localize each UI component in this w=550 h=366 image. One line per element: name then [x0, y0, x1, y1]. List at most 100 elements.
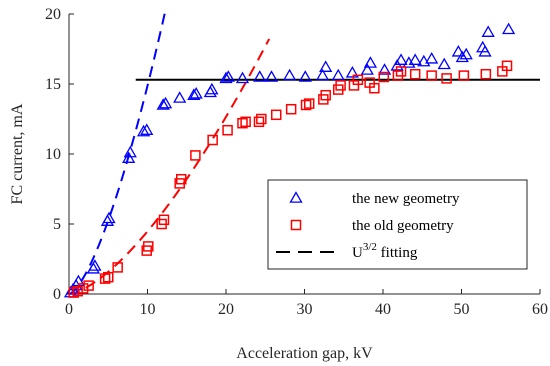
series-2 [68, 60, 513, 298]
old-geometry-point [303, 98, 315, 109]
old-geometry-point [335, 80, 346, 91]
new-geometry-point [221, 70, 235, 82]
y-tick-label: 10 [45, 146, 61, 163]
new-geometry-point [315, 68, 330, 81]
y-tick-label: 15 [45, 76, 61, 93]
new-geometry-point [459, 47, 473, 60]
legend-u-base: U [352, 245, 363, 261]
new-geometry-point [501, 22, 516, 35]
new-geometry-point [205, 82, 219, 95]
new-geometry-point [187, 88, 201, 100]
old-geometry-point [409, 68, 421, 80]
new-geometry-point [478, 44, 492, 57]
legend-fitting-text: fitting [377, 245, 418, 261]
new-geometry-point [282, 68, 297, 81]
old-geometry-point [72, 285, 83, 297]
old-geometry-point [458, 70, 470, 81]
x-tick-label: 0 [65, 301, 73, 318]
new-geometry-point [123, 145, 137, 158]
new-geometry-point [408, 53, 422, 65]
legend-square-symbol [290, 219, 302, 231]
legend-entry-label: the new geometry [352, 191, 460, 207]
new-geometry-point [394, 53, 408, 65]
new-geometry-point [122, 151, 136, 163]
new-geometry-point [156, 98, 170, 110]
y-tick-label: 20 [45, 6, 61, 23]
fit-curves [68, 13, 271, 295]
new-geometry-point [298, 70, 312, 82]
new-geometry-point [140, 123, 154, 135]
new-geometry-point [363, 56, 378, 68]
new-geometry-point [219, 71, 233, 84]
old-geometry-point [143, 241, 154, 252]
old-geometry-point [112, 262, 123, 273]
old-geometry-point [176, 173, 187, 185]
old-geometry-point [441, 73, 452, 84]
x-tick-label: 60 [532, 301, 548, 318]
old-geometry-point [426, 70, 437, 81]
new-geometry-point [158, 96, 173, 109]
new-geometry-point [455, 50, 469, 63]
x-axis-label: Acceleration gap, kV [236, 345, 373, 362]
new-geometry-point [345, 65, 360, 78]
x-tick-label: 50 [454, 301, 470, 318]
old-geometry-point [270, 109, 282, 121]
old-geometry-point [253, 116, 265, 128]
new-geometry-point [319, 60, 333, 72]
old-geometry-point [256, 113, 267, 125]
old-geometry-point [158, 214, 170, 226]
new-geometry-point [235, 71, 250, 84]
new-geometry-point [136, 124, 151, 137]
new-geometry-point [264, 70, 279, 82]
old-geometry-point [300, 99, 312, 111]
new-geometry-point [102, 211, 116, 224]
old-geometry-point [83, 280, 94, 291]
new-geometry-point [377, 63, 392, 75]
x-tick-label: 30 [297, 301, 313, 318]
legend-entry-label: U3/2 fitting [352, 241, 418, 261]
new-geometry-point [253, 70, 267, 82]
new-geometry-point [360, 63, 374, 75]
x-tick-label: 10 [140, 301, 156, 318]
old-geometry-point [501, 60, 513, 72]
y-tick-label: 0 [53, 286, 61, 303]
new-geometry-point [437, 57, 451, 70]
legend-triangle-symbol [289, 191, 303, 203]
legend-box [267, 179, 528, 270]
old-geometry-point [77, 283, 89, 294]
y-tick-label: 5 [53, 216, 61, 233]
old-geometry-point [378, 71, 390, 83]
legend-superscript: 3/2 [363, 241, 377, 253]
old-geometry-point [480, 68, 492, 80]
old-geometry-point [222, 124, 233, 136]
old-geometry-point [320, 89, 331, 101]
old-geometry-point [190, 150, 201, 161]
old-geometry-point [207, 134, 218, 146]
data-points [63, 22, 516, 298]
new-geometry-point [451, 44, 465, 57]
old-geometry-point [103, 271, 114, 283]
new-geometry-point [417, 54, 431, 67]
x-tick-label: 20 [218, 301, 234, 318]
old-geometry-point [240, 116, 251, 128]
new-geometry-point [88, 259, 102, 271]
old-geometry-point [369, 82, 380, 94]
y-axis-label: FC current, mA [9, 103, 26, 204]
old-geometry-point [237, 117, 248, 129]
old-geometry-point [285, 103, 297, 115]
old-geometry-point [352, 74, 364, 86]
x-tick-label: 40 [375, 301, 391, 318]
new-geometry-point [173, 91, 187, 103]
new-geometry-point [331, 68, 345, 81]
new-geometry-point [481, 25, 495, 37]
new-geometry-point [402, 56, 416, 68]
old-geometry-point [395, 66, 407, 77]
legend-entry-label: the old geometry [352, 218, 454, 234]
old-geometry-point [99, 273, 111, 284]
new-geometry-point [189, 86, 203, 99]
new-geometry-point [425, 51, 439, 64]
legend: the new geometry the old geometry U3/2 fit… [267, 179, 528, 270]
fit-curve-1 [68, 13, 166, 295]
fit-curve-2 [68, 38, 271, 295]
